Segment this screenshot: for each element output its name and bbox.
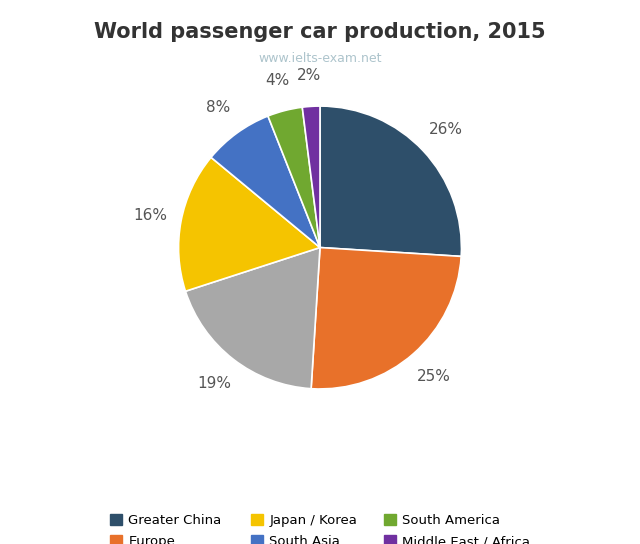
- Text: World passenger car production, 2015: World passenger car production, 2015: [94, 22, 546, 42]
- Wedge shape: [320, 106, 461, 256]
- Text: 4%: 4%: [265, 73, 289, 88]
- Wedge shape: [302, 106, 320, 248]
- Wedge shape: [179, 157, 320, 291]
- Text: 19%: 19%: [197, 376, 231, 391]
- Wedge shape: [268, 107, 320, 248]
- Wedge shape: [211, 116, 320, 248]
- Text: 16%: 16%: [134, 208, 168, 222]
- Text: 2%: 2%: [297, 68, 321, 83]
- Wedge shape: [186, 248, 320, 388]
- Text: www.ielts-exam.net: www.ielts-exam.net: [259, 52, 381, 65]
- Text: 8%: 8%: [207, 101, 230, 115]
- Wedge shape: [311, 248, 461, 389]
- Legend: Greater China, Europe, North America, Japan / Korea, South Asia, South America, : Greater China, Europe, North America, Ja…: [106, 510, 534, 544]
- Text: 25%: 25%: [417, 369, 451, 385]
- Text: 26%: 26%: [429, 122, 463, 137]
